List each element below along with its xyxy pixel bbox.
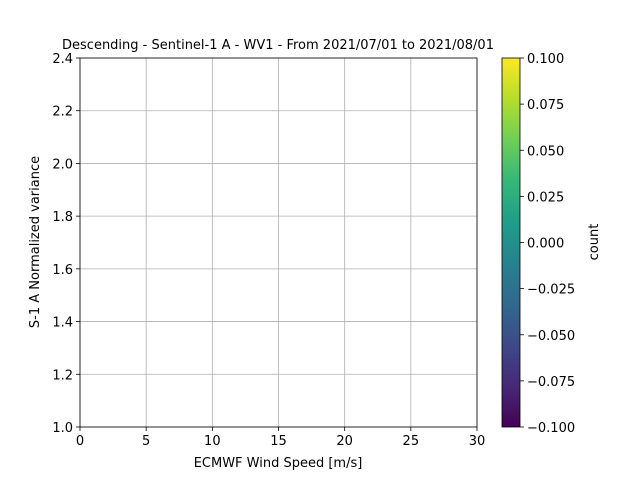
chart-title: Descending - Sentinel-1 A - WV1 - From 2… bbox=[62, 38, 494, 53]
x-tick-label: 25 bbox=[403, 434, 420, 449]
colorbar-tick-label: −0.075 bbox=[527, 375, 575, 390]
y-tick-label: 1.6 bbox=[52, 263, 73, 278]
colorbar-tick-label: 0.075 bbox=[527, 98, 564, 113]
x-tick-label: 30 bbox=[469, 434, 486, 449]
y-tick-label: 1.0 bbox=[52, 421, 73, 436]
colorbar-tick-label: −0.025 bbox=[527, 283, 575, 298]
x-tick-label: 20 bbox=[336, 434, 353, 449]
colorbar-tick-label: −0.100 bbox=[527, 421, 575, 436]
y-tick-label: 2.2 bbox=[52, 105, 73, 120]
x-tick-label: 15 bbox=[270, 434, 287, 449]
colorbar-tick-label: 0.050 bbox=[527, 144, 564, 159]
x-tick-label: 10 bbox=[204, 434, 221, 449]
colorbar-label: count bbox=[587, 224, 602, 261]
y-tick-label: 1.8 bbox=[52, 210, 73, 225]
y-tick-label: 1.2 bbox=[52, 368, 73, 383]
y-tick-label: 2.4 bbox=[52, 52, 73, 67]
x-tick-label: 5 bbox=[142, 434, 150, 449]
colorbar bbox=[501, 57, 521, 428]
colorbar-tick-label: 0.025 bbox=[527, 190, 564, 205]
colorbar-tick-label: 0.000 bbox=[527, 237, 564, 252]
y-tick-label: 2.0 bbox=[52, 157, 73, 172]
colorbar-tick-label: 0.100 bbox=[527, 52, 564, 67]
y-tick-label: 1.4 bbox=[52, 316, 73, 331]
y-axis-label: S-1 A Normalized variance bbox=[28, 156, 43, 328]
x-tick-label: 0 bbox=[76, 434, 84, 449]
colorbar-tick-label: −0.050 bbox=[527, 329, 575, 344]
x-axis-label: ECMWF Wind Speed [m/s] bbox=[194, 456, 363, 471]
